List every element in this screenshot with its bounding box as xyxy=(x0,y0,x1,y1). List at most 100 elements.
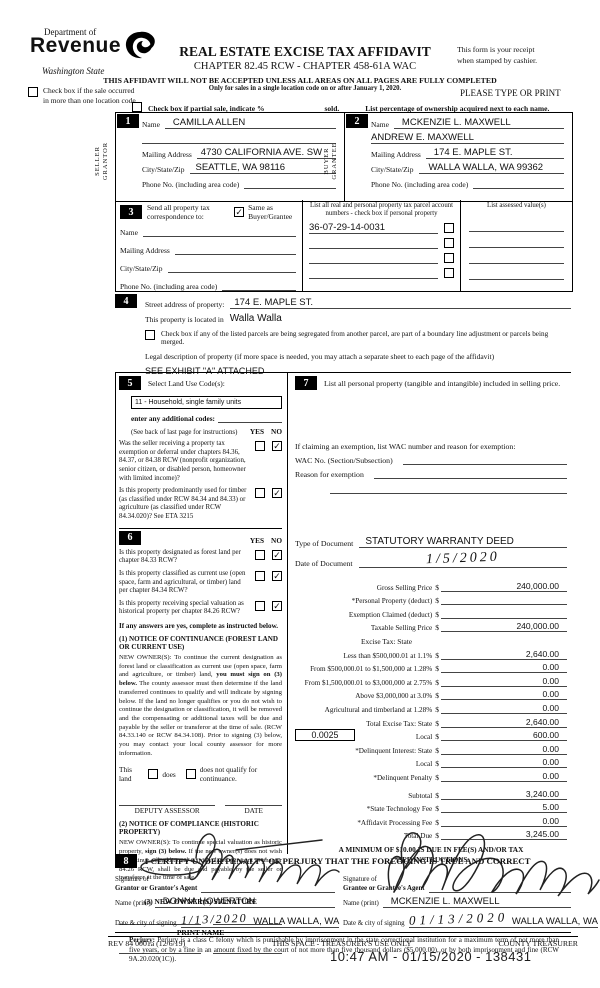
corr-city-field[interactable] xyxy=(167,261,296,273)
buyer-mailing-field[interactable]: 174 E. MAPLE ST. xyxy=(425,147,564,159)
seller-name-field[interactable]: CAMILLA ALLEN xyxy=(164,117,336,129)
section-6-number: 6 xyxy=(119,530,141,545)
seller-mailing-field[interactable]: 4730 CALIFORNIA AVE. SW xyxy=(196,147,336,159)
s6-q1-no-checkbox[interactable]: ✓ xyxy=(272,549,282,560)
assessed-value-field[interactable] xyxy=(469,248,564,265)
partial-sale-checkbox[interactable] xyxy=(132,102,142,112)
s5-q1-no-checkbox[interactable]: ✓ xyxy=(272,441,282,451)
assessed-value-field[interactable] xyxy=(469,232,564,249)
owner-signature-line[interactable] xyxy=(213,923,282,925)
parcel-personal-checkbox[interactable] xyxy=(444,267,454,278)
buyer-name-field[interactable]: MCKENZIE L. MAXWELL xyxy=(393,117,564,129)
s6-q3-no-checkbox[interactable]: ✓ xyxy=(272,600,282,611)
buyer-phone-field[interactable] xyxy=(473,177,564,189)
finance-value[interactable]: 2,640.00 xyxy=(441,717,567,728)
finance-value[interactable]: 0.00 xyxy=(441,689,567,701)
grantee-name-print-label: Name (print) xyxy=(343,899,379,907)
corr-name-field[interactable] xyxy=(142,225,296,237)
corr-phone-field[interactable] xyxy=(222,279,296,291)
local-rate-box[interactable]: 0.0025 xyxy=(295,729,355,742)
parcel-number-field[interactable] xyxy=(309,247,438,249)
s6-q3-yes-checkbox[interactable] xyxy=(255,600,265,611)
please-type-note: PLEASE TYPE OR PRINT xyxy=(460,88,561,98)
finance-value[interactable]: 0.00 xyxy=(441,744,567,755)
buyer-name2-field[interactable]: ANDREW E. MAXWELL xyxy=(371,132,564,144)
segregated-checkbox[interactable] xyxy=(145,330,155,340)
multi-location-checkbox[interactable] xyxy=(28,87,38,97)
dollar-sign: $ xyxy=(435,609,439,619)
property-address-section: 4 Street address of property: 174 E. MAP… xyxy=(115,294,571,376)
seller-name2-field[interactable] xyxy=(142,132,336,144)
reason-field-2[interactable] xyxy=(330,493,567,494)
segregated-label: Check box if any of the listed parcels a… xyxy=(161,330,549,346)
parcel-personal-checkbox[interactable] xyxy=(444,252,454,263)
grantee-signature-field[interactable] xyxy=(428,882,571,893)
corr-mailing-field[interactable] xyxy=(174,243,296,255)
land-use-code-select[interactable]: 11 - Household, single family units xyxy=(131,396,282,409)
seller-phone-field[interactable] xyxy=(244,177,336,189)
finance-value[interactable]: 0.00 xyxy=(441,816,567,827)
finance-value[interactable]: 2,640.00 xyxy=(441,649,567,660)
assessed-value-field[interactable] xyxy=(469,264,564,281)
dollar-sign: $ xyxy=(435,582,439,592)
notice1-pre: NEW OWNER(S): To continue the current de… xyxy=(119,654,282,679)
finance-value[interactable]: 3,245.00 xyxy=(441,829,567,841)
finance-value[interactable]: 0.00 xyxy=(441,771,567,782)
s5-q2-no-checkbox[interactable]: ✓ xyxy=(272,488,282,499)
doc-type-field[interactable]: STATUTORY WARRANTY DEED xyxy=(359,536,567,548)
owner-print-line[interactable] xyxy=(213,952,282,954)
s6-q2-no-checkbox[interactable]: ✓ xyxy=(272,570,282,581)
finance-value[interactable]: 3,240.00 xyxy=(441,789,567,800)
located-in-field[interactable]: Walla Walla xyxy=(229,313,282,324)
land-does-checkbox[interactable] xyxy=(148,769,159,780)
footer-row: REV 84 0001a (12/6/19) THIS SPACE - TREA… xyxy=(108,936,578,948)
finance-value[interactable]: 0.00 xyxy=(441,662,567,674)
doc-date-field[interactable]: 1/5/2020 xyxy=(358,549,567,568)
finance-label: Local xyxy=(415,760,433,769)
grantor-date-field[interactable]: 1/13/2020 xyxy=(180,911,248,928)
land-does-not-checkbox[interactable] xyxy=(185,769,196,780)
grantee-date-field[interactable]: 01/13/2020 xyxy=(408,909,508,928)
s5-q2-yes-checkbox[interactable] xyxy=(255,488,265,499)
assessed-value-field[interactable] xyxy=(469,216,564,233)
grantor-signature-field[interactable] xyxy=(201,882,335,893)
parcel-number-field[interactable] xyxy=(309,277,438,279)
grantor-name-field[interactable]: DONNA HOWERTON xyxy=(154,896,335,908)
parcel-number-field[interactable] xyxy=(309,262,438,264)
parcel-personal-checkbox[interactable] xyxy=(444,222,454,233)
finance-value[interactable]: 240,000.00 xyxy=(441,581,567,592)
wac-field[interactable] xyxy=(402,464,567,465)
finance-value[interactable]: 240,000.00 xyxy=(441,621,567,633)
s6-q1-yes-checkbox[interactable] xyxy=(255,549,265,560)
seller-city-field[interactable]: SEATTLE, WA 98116 xyxy=(189,162,336,174)
owner-print-line[interactable] xyxy=(119,952,202,954)
additional-codes-field[interactable] xyxy=(218,422,282,423)
dollar-sign: $ xyxy=(435,804,439,814)
dollar-sign: $ xyxy=(435,790,439,800)
finance-value[interactable]: 5.00 xyxy=(441,802,567,814)
buyer-city-field[interactable]: WALLA WALLA, WA 99362 xyxy=(418,162,564,174)
parcel-personal-checkbox[interactable] xyxy=(444,237,454,248)
street-address-field[interactable]: 174 E. MAPLE ST. xyxy=(230,297,571,309)
finance-value[interactable]: 0.00 xyxy=(441,703,567,714)
finance-value[interactable]: 0.00 xyxy=(441,676,567,687)
finance-value[interactable]: 0.00 xyxy=(441,757,567,769)
s6-q2-yes-checkbox[interactable] xyxy=(255,570,265,581)
legal-description-field[interactable]: SEE EXHIBIT "A" ATTACHED xyxy=(145,366,265,376)
parcel-number-field[interactable]: 36-07-29-14-0031 xyxy=(309,222,438,234)
finance-value[interactable] xyxy=(441,604,567,606)
same-as-buyer-checkbox[interactable]: ✓ xyxy=(234,207,245,217)
question-row: Is this property receiving special valua… xyxy=(119,600,282,617)
finance-value[interactable]: 600.00 xyxy=(441,730,567,742)
no-header: NO xyxy=(271,427,282,436)
deputy-date-line[interactable] xyxy=(225,805,282,807)
grantee-city-field[interactable]: WALLA WALLA, WA xyxy=(507,916,598,928)
reason-field[interactable] xyxy=(373,478,567,479)
grantee-name-field[interactable]: MCKENZIE L. MAXWELL xyxy=(382,896,571,908)
deputy-assessor-signature-line[interactable] xyxy=(119,805,216,807)
grantor-city-field[interactable]: WALLA WALLA, WA xyxy=(247,916,340,928)
logo-state-line: Washington State xyxy=(42,66,105,76)
owner-signature-line[interactable] xyxy=(119,923,202,925)
s5-q1-yes-checkbox[interactable] xyxy=(255,441,265,451)
finance-value[interactable] xyxy=(441,617,567,619)
